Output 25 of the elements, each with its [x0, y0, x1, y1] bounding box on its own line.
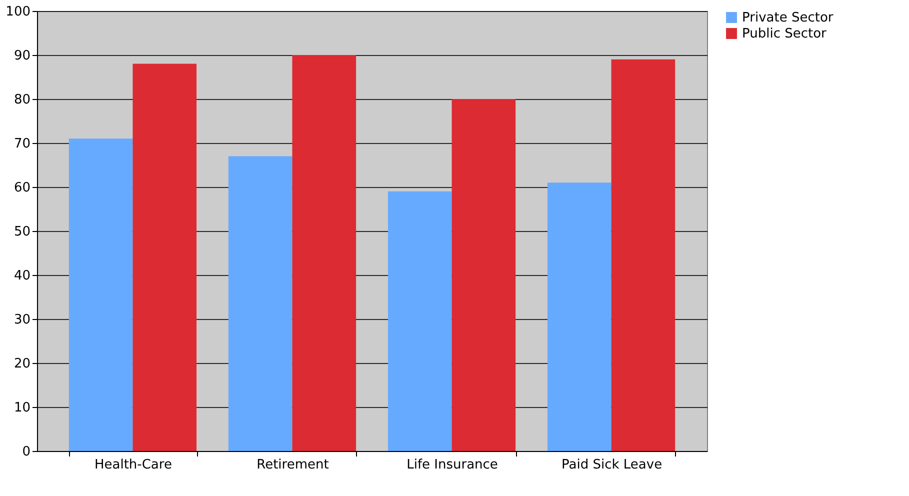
- bar: [292, 55, 356, 451]
- bar: [611, 59, 676, 451]
- y-tick-label: 10: [14, 400, 30, 416]
- y-tick-label: 100: [6, 4, 30, 20]
- y-tick-label: 90: [14, 48, 30, 64]
- y-tick-label: 20: [14, 356, 30, 372]
- bar: [228, 156, 292, 451]
- bar: [388, 191, 452, 451]
- bar: [68, 138, 133, 451]
- x-tick-label: Health-Care: [94, 458, 172, 472]
- y-tick-label: 30: [14, 312, 30, 328]
- x-tick-label: Paid Sick Leave: [562, 458, 662, 472]
- y-tick-label: 40: [14, 268, 30, 284]
- bar: [547, 182, 612, 451]
- x-tick-label: Life Insurance: [406, 458, 498, 472]
- y-tick-label: 60: [14, 180, 30, 196]
- bar: [452, 99, 516, 451]
- bar: [132, 64, 197, 451]
- y-tick-label: 70: [14, 136, 30, 152]
- y-tick-label: 80: [14, 92, 30, 108]
- y-tick-label: 50: [14, 224, 30, 240]
- legend-label: Public Sector: [742, 26, 828, 42]
- x-tick-label: Retirement: [256, 458, 329, 472]
- y-tick-label: 0: [22, 444, 30, 460]
- legend-label: Private Sector: [742, 10, 834, 26]
